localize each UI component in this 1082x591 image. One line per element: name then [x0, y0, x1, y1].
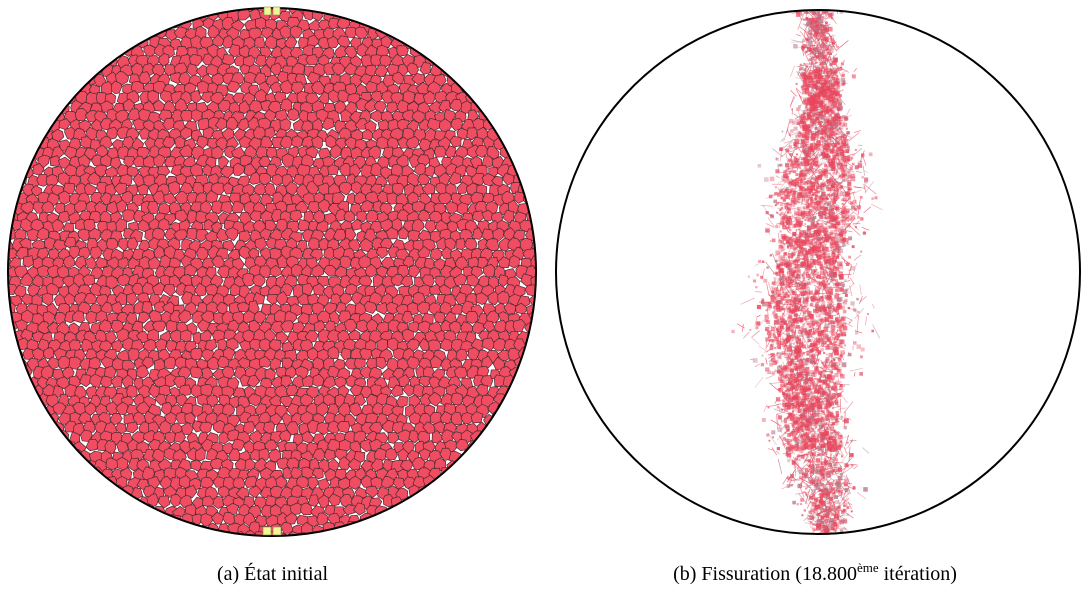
disc-outline — [7, 7, 537, 537]
caption-a-text: (a) État initial — [216, 563, 329, 585]
figure-b: (b) Fissuration (18.800ème itération) — [548, 0, 1082, 591]
caption-b-text: (b) Fissuration (18.800 — [673, 563, 857, 585]
top-contact-pad — [263, 6, 281, 16]
caption-b: (b) Fissuration (18.800ème itération) — [548, 560, 1082, 586]
fractured-disc — [555, 9, 1081, 535]
crack-band — [731, 10, 883, 534]
disc-outline — [555, 9, 1081, 535]
bottom-contact-pad — [262, 526, 282, 536]
bottom-pad-right — [272, 526, 282, 536]
caption-b-suffix: itération) — [878, 563, 957, 585]
voronoi-cells — [8, 8, 536, 536]
top-pad-left — [263, 6, 272, 16]
bottom-pad-left — [262, 526, 272, 536]
caption-a: (a) État initial — [0, 562, 545, 586]
voronoi-disc-initial — [7, 6, 537, 537]
caption-b-sup: ème — [856, 560, 879, 575]
figure-a: (a) État initial — [0, 6, 545, 586]
top-pad-right — [272, 6, 281, 16]
